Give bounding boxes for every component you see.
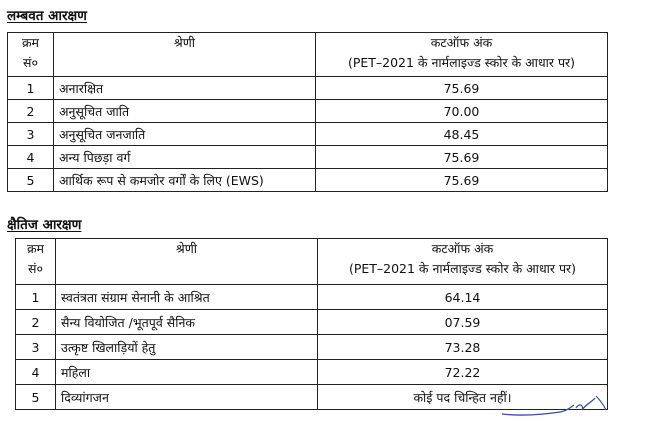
serial-number-header-line1: क्रम [26,241,45,256]
serial-number-header-line2: सं० [23,55,38,70]
category-header-label: श्रेणी [175,241,198,256]
handwritten-signature-mark [501,395,607,416]
category-cell: अन्य पिछड़ा वर्ग [53,145,316,169]
serial-number-cell: 5 [7,168,54,192]
cutoff-cell: 72.22 [317,359,608,385]
serial-number-cell: 4 [15,359,56,385]
table-row: 1 स्वतंत्रता संग्राम सेनानी के आश्रित 64… [15,284,608,310]
serial-number-header-line1: क्रम [21,35,40,50]
table-row: 5 दिव्यांगजन कोई पद चिन्हित नहीं। [15,384,608,410]
category-cell: दिव्यांगजन [55,384,318,410]
serial-number-cell: 3 [15,334,56,360]
category-header-label: श्रेणी [173,35,196,50]
serial-number-cell: 2 [7,99,54,123]
category-cell: स्वतंत्रता संग्राम सेनानी के आश्रित [55,284,318,310]
table-row: 1 अनारक्षित 75.69 [7,76,608,100]
cutoff-cell: 75.69 [315,168,608,192]
cutoff-header-line2: (PET–2021 के नार्मलाइज्ड स्कोर के आधार प… [348,261,577,276]
category-cell: सैन्य वियोजित /भूतपूर्व सैनिक [55,309,318,335]
serial-number-cell: 4 [7,145,54,169]
horizontal-reservation-table: क्रम सं० श्रेणी कटऑफ अंक (PET–2021 के ना… [15,238,608,410]
cutoff-cell: 73.28 [317,334,608,360]
table-row: 4 महिला 72.22 [15,359,608,385]
table-header-row: क्रम सं० श्रेणी कटऑफ अंक (PET–2021 के ना… [7,32,608,77]
cutoff-cell: 48.45 [315,122,608,146]
category-cell: महिला [55,359,318,385]
table-header-row: क्रम सं० श्रेणी कटऑफ अंक (PET–2021 के ना… [15,238,608,285]
cutoff-cell: 75.69 [315,145,608,169]
cutoff-cell: 07.59 [317,309,608,335]
cutoff-header: कटऑफ अंक (PET–2021 के नार्मलाइज्ड स्कोर … [315,32,608,77]
category-header: श्रेणी [53,32,316,77]
serial-number-header: क्रम सं० [7,32,54,77]
serial-number-header: क्रम सं० [15,238,56,285]
cutoff-cell: कोई पद चिन्हित नहीं। [317,384,608,410]
cutoff-cell: 75.69 [315,76,608,100]
serial-number-cell: 1 [7,76,54,100]
cutoff-header: कटऑफ अंक (PET–2021 के नार्मलाइज्ड स्कोर … [317,238,608,285]
serial-number-cell: 2 [15,309,56,335]
section-title-horizontal-reservation: क्षैतिज आरक्षण [7,217,82,233]
cutoff-header-line1: कटऑफ अंक [431,241,494,256]
cutoff-cell: 70.00 [315,99,608,123]
category-cell: आर्थिक रूप से कमजोर वर्गों के लिए (EWS) [53,168,316,192]
category-cell: अनुसूचित जनजाति [53,122,316,146]
cutoff-header-line1: कटऑफ अंक [430,35,493,50]
category-cell: अनुसूचित जाति [53,99,316,123]
serial-number-header-line2: सं० [28,261,43,276]
table-row: 2 अनुसूचित जाति 70.00 [7,99,608,123]
serial-number-cell: 3 [7,122,54,146]
category-cell: उत्कृष्ट खिलाड़ियों हेतु [55,334,318,360]
table-row: 3 अनुसूचित जनजाति 48.45 [7,122,608,146]
category-cell: अनारक्षित [53,76,316,100]
section-title-vertical-reservation: लम्बवत आरक्षण [7,8,87,24]
table-row: 5 आर्थिक रूप से कमजोर वर्गों के लिए (EWS… [7,168,608,192]
serial-number-cell: 5 [15,384,56,410]
table-row: 3 उत्कृष्ट खिलाड़ियों हेतु 73.28 [15,334,608,360]
cutoff-header-line2: (PET–2021 के नार्मलाइज्ड स्कोर के आधार प… [347,55,576,70]
serial-number-cell: 1 [15,284,56,310]
category-header: श्रेणी [55,238,318,285]
table-row: 4 अन्य पिछड़ा वर्ग 75.69 [7,145,608,169]
table-row: 2 सैन्य वियोजित /भूतपूर्व सैनिक 07.59 [15,309,608,335]
vertical-reservation-table: क्रम सं० श्रेणी कटऑफ अंक (PET–2021 के ना… [7,32,608,192]
cutoff-cell: 64.14 [317,284,608,310]
